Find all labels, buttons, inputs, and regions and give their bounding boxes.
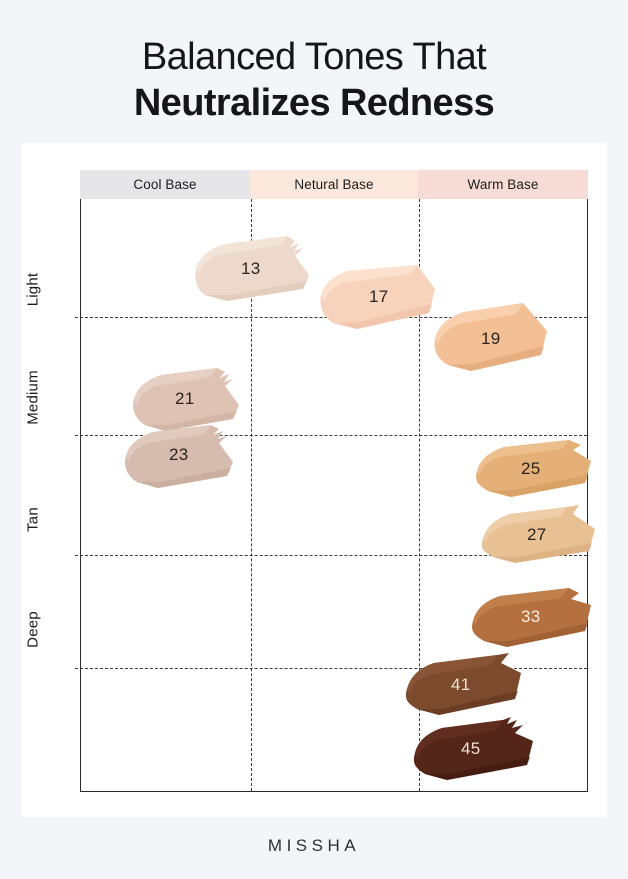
row-label-tan: Tan xyxy=(24,507,42,532)
shade-swatch-45[interactable]: 45 xyxy=(411,717,539,783)
shade-swatch-21[interactable]: 21 xyxy=(129,367,245,435)
row-label-light: Light xyxy=(24,272,42,307)
row-label-deep: Deep xyxy=(24,611,42,648)
shade-label-25: 25 xyxy=(521,459,541,478)
shade-swatch-17[interactable]: 17 xyxy=(317,265,439,333)
shade-swatch-25[interactable]: 25 xyxy=(473,439,595,501)
shade-swatch-23[interactable]: 23 xyxy=(121,423,239,491)
shade-label-21: 21 xyxy=(175,389,195,408)
gridline-horizontal-medium xyxy=(75,435,587,436)
shade-label-23: 23 xyxy=(169,445,189,464)
gridline-horizontal-tan xyxy=(75,555,587,556)
column-header-cool-base: Cool Base xyxy=(80,170,250,199)
plot-area: 13 17 19 xyxy=(25,199,595,792)
column-header-netural-base: Netural Base xyxy=(250,170,418,199)
shade-label-19: 19 xyxy=(481,329,501,348)
shade-label-45: 45 xyxy=(461,739,481,758)
shade-label-33: 33 xyxy=(521,607,541,626)
title-line-2: Neutralizes Redness xyxy=(133,82,495,124)
shade-swatch-19[interactable]: 19 xyxy=(431,303,551,375)
shade-swatch-33[interactable]: 33 xyxy=(469,587,597,651)
shade-label-17: 17 xyxy=(369,287,389,306)
page-title: Balanced Tones That Neutralizes Redness xyxy=(0,34,628,126)
title-line-1: Balanced Tones That xyxy=(141,36,487,78)
shade-swatch-13[interactable]: 13 xyxy=(191,235,319,305)
shade-label-13: 13 xyxy=(241,259,261,278)
shade-swatch-41[interactable]: 41 xyxy=(403,653,527,719)
gridline-horizontal-deep xyxy=(75,668,587,669)
column-header-warm-base: Warm Base xyxy=(418,170,588,199)
row-label-medium: Medium xyxy=(24,370,42,425)
shade-swatch-27[interactable]: 27 xyxy=(479,505,601,567)
column-header-row: Cool Base Netural Base Warm Base xyxy=(80,170,588,199)
gridline-vertical-1 xyxy=(251,199,252,791)
gridline-vertical-2 xyxy=(419,199,420,791)
shade-matrix-chart: Cool Base Netural Base Warm Base 13 xyxy=(25,170,595,792)
brand-wordmark: MISSHA xyxy=(267,836,361,855)
shade-label-41: 41 xyxy=(451,675,471,694)
shade-label-27: 27 xyxy=(527,525,547,544)
